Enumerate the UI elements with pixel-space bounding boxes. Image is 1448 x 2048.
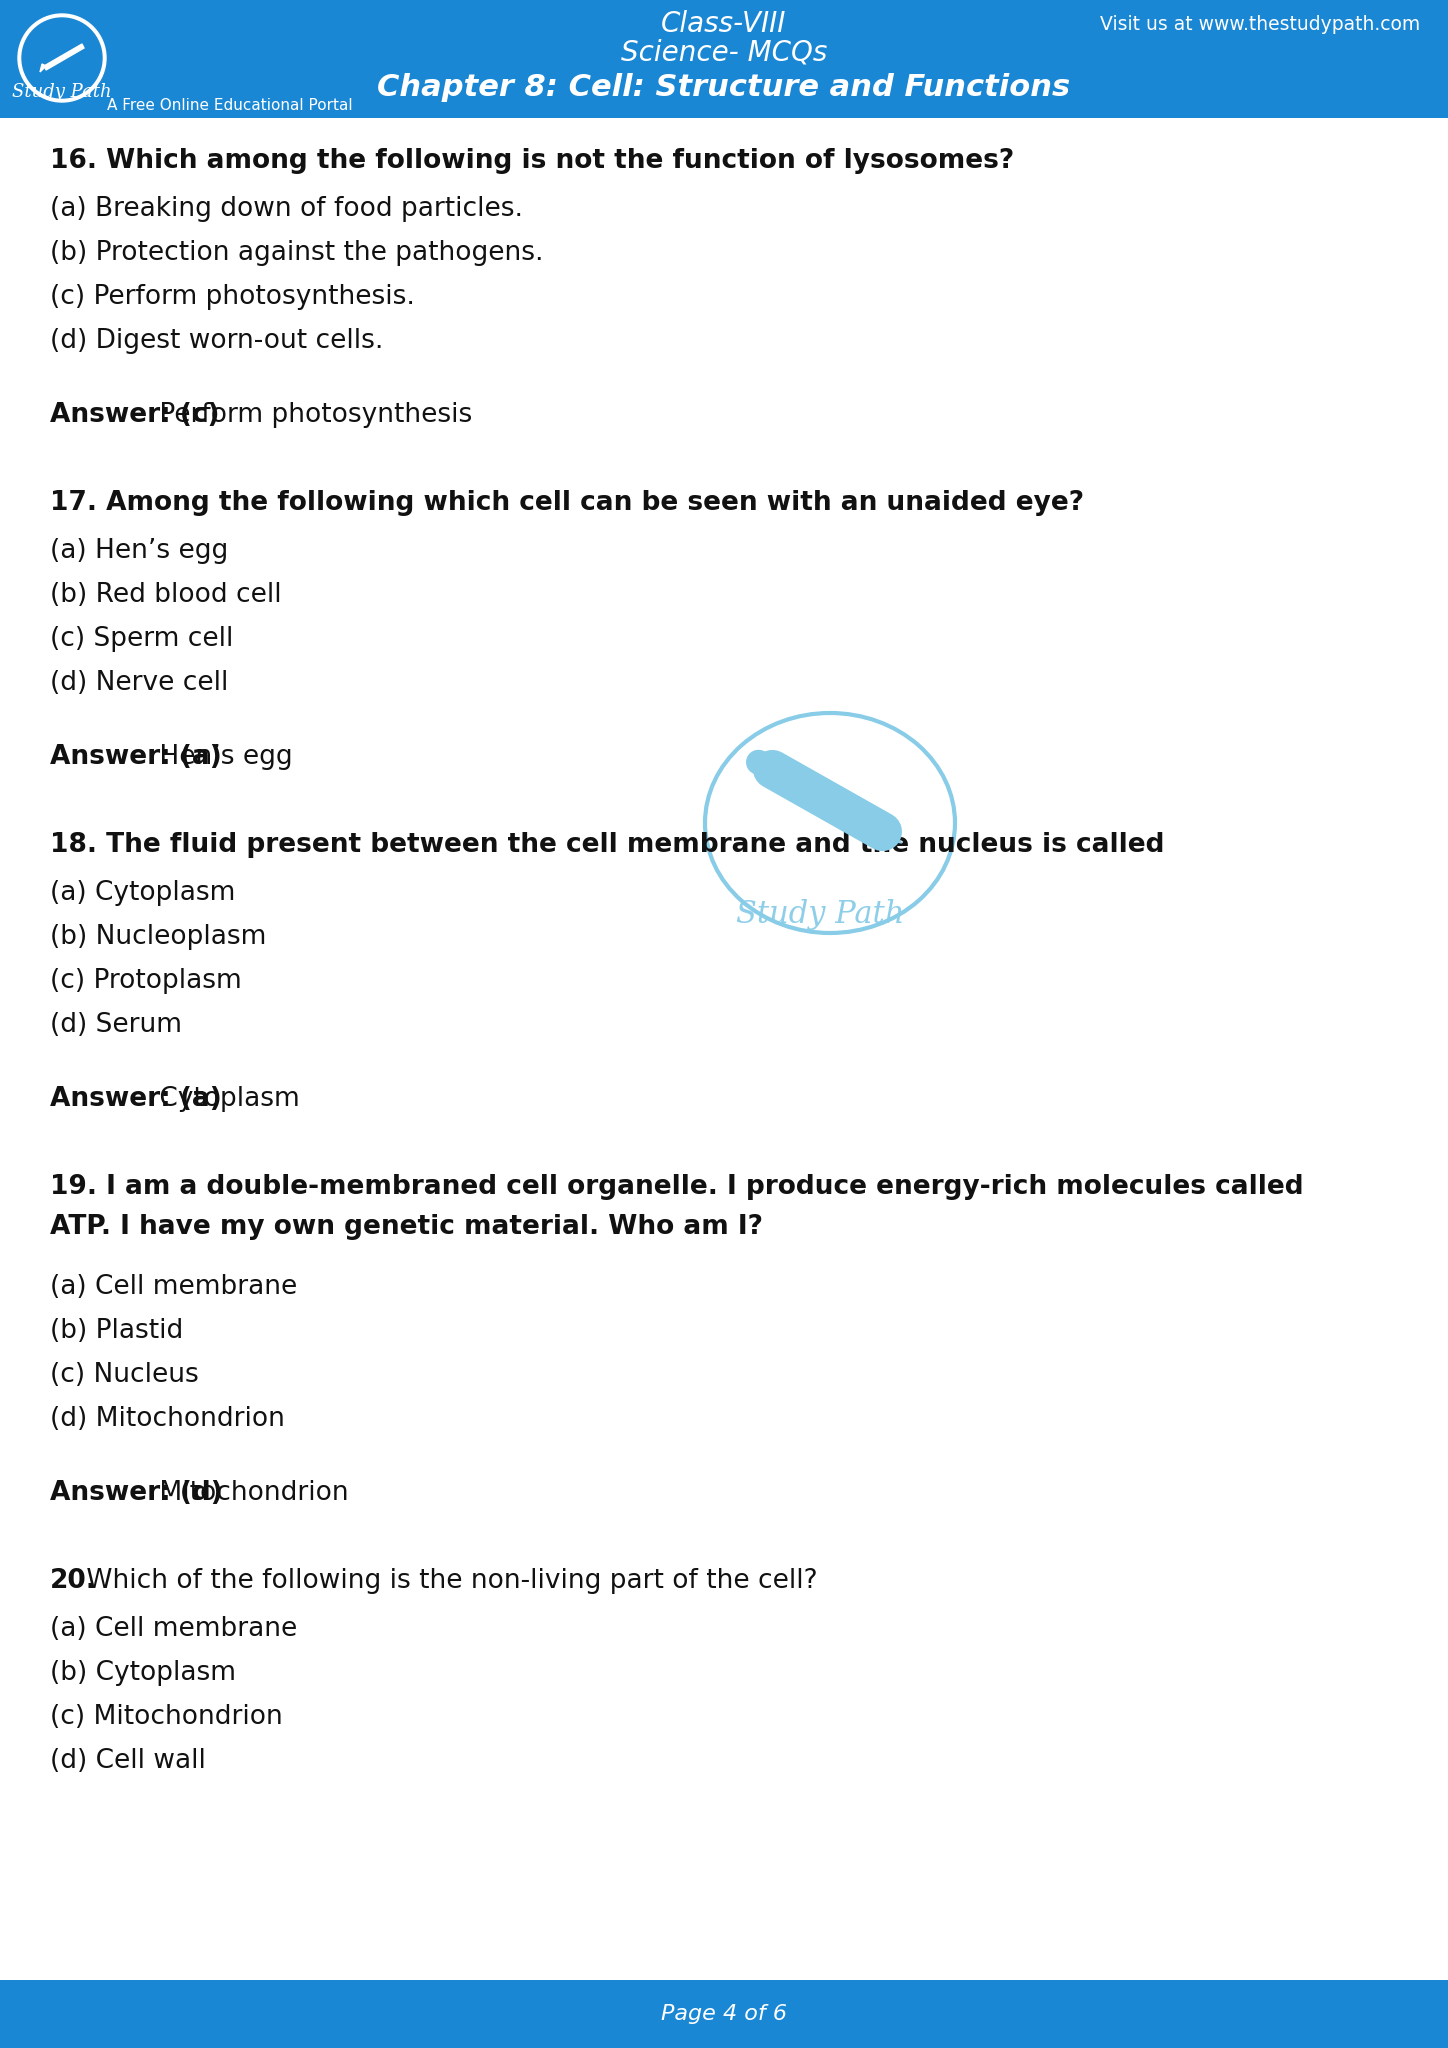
Text: Study Path: Study Path bbox=[736, 899, 904, 930]
Text: Answer: (d): Answer: (d) bbox=[51, 1481, 223, 1505]
Text: A Free Online Educational Portal: A Free Online Educational Portal bbox=[107, 98, 353, 113]
Text: (b) Plastid: (b) Plastid bbox=[51, 1319, 184, 1343]
Text: (b) Red blood cell: (b) Red blood cell bbox=[51, 582, 281, 608]
Text: 17. Among the following which cell can be seen with an unaided eye?: 17. Among the following which cell can b… bbox=[51, 489, 1085, 516]
Circle shape bbox=[17, 14, 106, 102]
Text: Answer: (a): Answer: (a) bbox=[51, 1085, 222, 1112]
Text: (a) Cell membrane: (a) Cell membrane bbox=[51, 1274, 297, 1300]
Text: Page 4 of 6: Page 4 of 6 bbox=[660, 2005, 788, 2023]
Text: (c) Nucleus: (c) Nucleus bbox=[51, 1362, 198, 1389]
Text: 20.: 20. bbox=[51, 1569, 97, 1593]
Text: (d) Mitochondrion: (d) Mitochondrion bbox=[51, 1407, 285, 1432]
Text: (c) Sperm cell: (c) Sperm cell bbox=[51, 627, 233, 651]
Text: (a) Breaking down of food particles.: (a) Breaking down of food particles. bbox=[51, 197, 523, 221]
Bar bbox=[0, 1980, 1448, 2048]
Text: Answer: (c): Answer: (c) bbox=[51, 401, 220, 428]
Polygon shape bbox=[43, 43, 84, 70]
Text: Cytoplasm: Cytoplasm bbox=[151, 1085, 300, 1112]
Polygon shape bbox=[41, 63, 46, 72]
Text: Mitochondrion: Mitochondrion bbox=[151, 1481, 349, 1505]
Text: Study Path: Study Path bbox=[12, 84, 111, 100]
Text: 16. Which among the following is not the function of lysosomes?: 16. Which among the following is not the… bbox=[51, 147, 1014, 174]
Text: (c) Perform photosynthesis.: (c) Perform photosynthesis. bbox=[51, 285, 416, 309]
Text: (d) Serum: (d) Serum bbox=[51, 1012, 182, 1038]
Text: Science- MCQs: Science- MCQs bbox=[621, 39, 827, 66]
Bar bbox=[0, 0, 1448, 119]
Text: Answer: (a): Answer: (a) bbox=[51, 743, 222, 770]
Text: (d) Digest worn-out cells.: (d) Digest worn-out cells. bbox=[51, 328, 384, 354]
Text: Chapter 8: Cell: Structure and Functions: Chapter 8: Cell: Structure and Functions bbox=[378, 74, 1070, 102]
Text: ATP. I have my own genetic material. Who am I?: ATP. I have my own genetic material. Who… bbox=[51, 1214, 763, 1239]
Text: (d) Cell wall: (d) Cell wall bbox=[51, 1749, 206, 1774]
Text: (a) Hen’s egg: (a) Hen’s egg bbox=[51, 539, 229, 563]
Text: Visit us at www.thestudypath.com: Visit us at www.thestudypath.com bbox=[1099, 14, 1420, 33]
Polygon shape bbox=[880, 825, 902, 844]
Text: (b) Nucleoplasm: (b) Nucleoplasm bbox=[51, 924, 266, 950]
Circle shape bbox=[22, 18, 101, 98]
Text: Class-VIII: Class-VIII bbox=[662, 10, 786, 39]
Text: (d) Nerve cell: (d) Nerve cell bbox=[51, 670, 229, 696]
Text: (a) Cytoplasm: (a) Cytoplasm bbox=[51, 881, 236, 905]
Text: Hen’s egg: Hen’s egg bbox=[151, 743, 292, 770]
Text: Perform photosynthesis: Perform photosynthesis bbox=[151, 401, 472, 428]
Text: (b) Protection against the pathogens.: (b) Protection against the pathogens. bbox=[51, 240, 543, 266]
Text: 19. I am a double-membraned cell organelle. I produce energy-rich molecules call: 19. I am a double-membraned cell organel… bbox=[51, 1174, 1303, 1200]
Text: 18. The fluid present between the cell membrane and the nucleus is called: 18. The fluid present between the cell m… bbox=[51, 831, 1164, 858]
Text: Which of the following is the non-living part of the cell?: Which of the following is the non-living… bbox=[78, 1569, 817, 1593]
Text: (a) Cell membrane: (a) Cell membrane bbox=[51, 1616, 297, 1642]
Text: (c) Protoplasm: (c) Protoplasm bbox=[51, 969, 242, 993]
Text: (b) Cytoplasm: (b) Cytoplasm bbox=[51, 1661, 236, 1686]
Text: (c) Mitochondrion: (c) Mitochondrion bbox=[51, 1704, 282, 1731]
